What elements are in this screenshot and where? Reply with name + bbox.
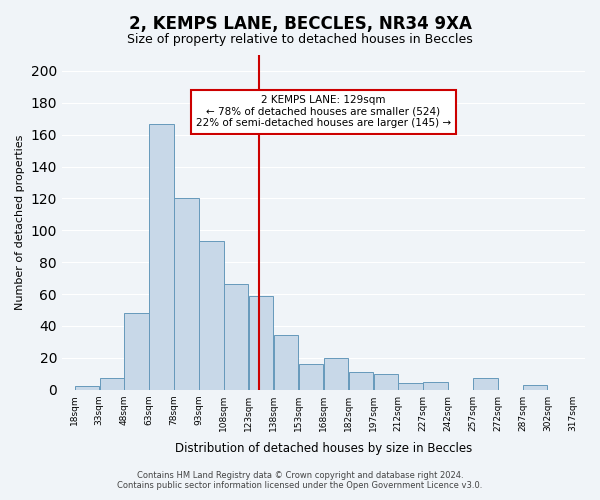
- Bar: [424, 382, 448, 390]
- Bar: [174, 198, 199, 390]
- Bar: [124, 313, 149, 390]
- Bar: [224, 284, 248, 390]
- Bar: [349, 372, 373, 390]
- Bar: [473, 378, 497, 390]
- Text: 2 KEMPS LANE: 129sqm
← 78% of detached houses are smaller (524)
22% of semi-deta: 2 KEMPS LANE: 129sqm ← 78% of detached h…: [196, 95, 451, 128]
- Bar: [74, 386, 99, 390]
- Bar: [149, 124, 174, 390]
- Bar: [398, 384, 423, 390]
- Bar: [274, 336, 298, 390]
- Text: Contains HM Land Registry data © Crown copyright and database right 2024.
Contai: Contains HM Land Registry data © Crown c…: [118, 470, 482, 490]
- Bar: [299, 364, 323, 390]
- Bar: [199, 242, 224, 390]
- Y-axis label: Number of detached properties: Number of detached properties: [15, 134, 25, 310]
- Bar: [523, 385, 547, 390]
- Bar: [249, 296, 274, 390]
- Bar: [100, 378, 124, 390]
- X-axis label: Distribution of detached houses by size in Beccles: Distribution of detached houses by size …: [175, 442, 472, 455]
- Bar: [374, 374, 398, 390]
- Text: 2, KEMPS LANE, BECCLES, NR34 9XA: 2, KEMPS LANE, BECCLES, NR34 9XA: [128, 15, 472, 33]
- Bar: [324, 358, 348, 390]
- Text: Size of property relative to detached houses in Beccles: Size of property relative to detached ho…: [127, 32, 473, 46]
